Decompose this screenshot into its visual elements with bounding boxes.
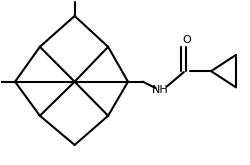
Text: O: O: [181, 35, 190, 45]
Text: NH: NH: [151, 85, 168, 95]
